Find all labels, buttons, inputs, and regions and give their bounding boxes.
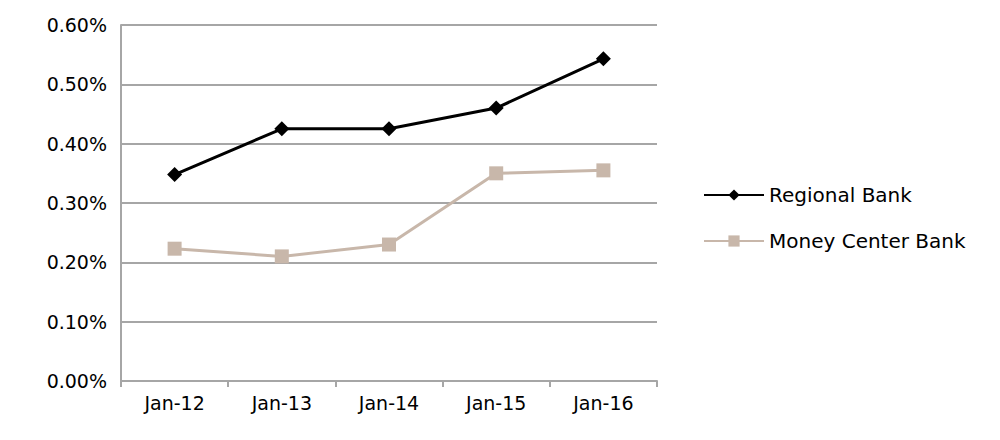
svg-text:Jan-15: Jan-15 (465, 392, 526, 414)
svg-text:Jan-14: Jan-14 (358, 392, 419, 414)
svg-text:0.30%: 0.30% (47, 192, 107, 214)
svg-text:0.60%: 0.60% (47, 14, 107, 36)
svg-text:0.20%: 0.20% (47, 251, 107, 273)
svg-text:Jan-16: Jan-16 (572, 392, 633, 414)
svg-text:Money Center Bank: Money Center Bank (769, 229, 966, 253)
svg-text:Jan-13: Jan-13 (251, 392, 312, 414)
svg-text:Jan-12: Jan-12 (143, 392, 204, 414)
svg-text:0.40%: 0.40% (47, 133, 107, 155)
svg-text:0.10%: 0.10% (47, 311, 107, 333)
svg-text:Regional Bank: Regional Bank (769, 183, 912, 207)
svg-text:0.50%: 0.50% (47, 73, 107, 95)
svg-text:0.00%: 0.00% (47, 370, 107, 392)
